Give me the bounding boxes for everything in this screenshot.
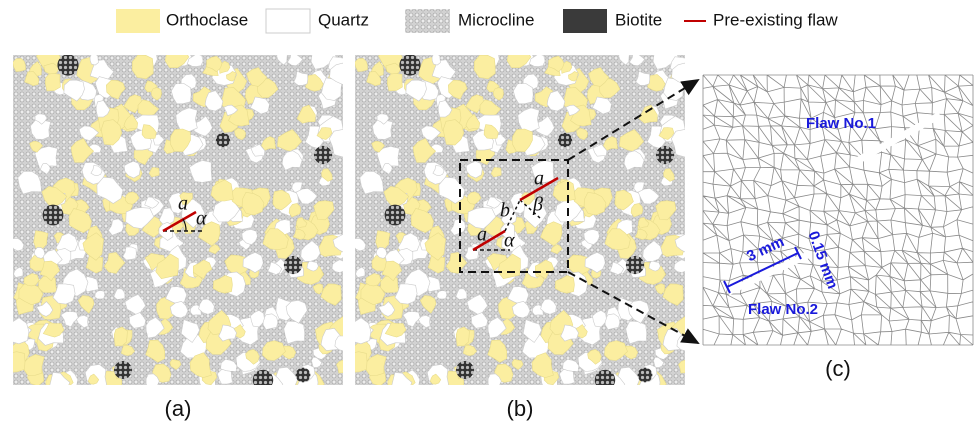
- grain-texture: [346, 43, 695, 398]
- flaw-label: Flaw No.2: [748, 301, 818, 318]
- legend-label: Pre-existing flaw: [713, 10, 838, 29]
- figure: Orthoclase Quartz Microcline Biotite Pre…: [0, 0, 976, 427]
- angle-label: β: [532, 194, 543, 216]
- angle-label: α: [504, 230, 515, 252]
- length-label: a: [477, 224, 487, 246]
- legend-swatch: [405, 9, 450, 33]
- legend-label: Microcline: [458, 10, 535, 29]
- caption: (b): [507, 396, 534, 421]
- caption: (a): [165, 396, 192, 421]
- length-label: a: [534, 168, 544, 190]
- legend-label: Biotite: [615, 10, 662, 29]
- flaw-label: Flaw No.1: [806, 115, 876, 132]
- legend-label: Orthoclase: [166, 10, 248, 29]
- legend-swatch: [266, 9, 310, 33]
- caption: (c): [825, 356, 851, 381]
- legend-label: Quartz: [318, 10, 369, 29]
- legend-swatch: [116, 9, 160, 33]
- length-label: a: [178, 193, 188, 215]
- legend-swatch: [563, 9, 607, 33]
- spacing-label: b: [500, 200, 510, 222]
- angle-label: α: [196, 208, 207, 230]
